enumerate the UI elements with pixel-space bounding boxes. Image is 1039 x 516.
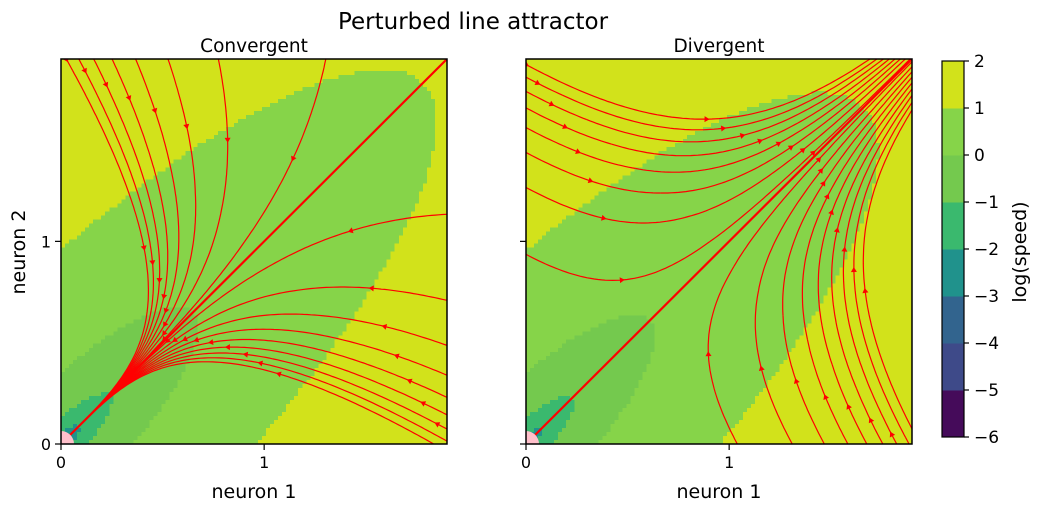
streamline (441, 438, 467, 452)
colorbar-segment (942, 202, 964, 249)
panel-title-divergent: Divergent (673, 36, 764, 57)
x-axis-label-convergent: neuron 1 (212, 481, 297, 503)
y-axis-label: neuron 2 (8, 210, 30, 295)
panel-divergent: Divergent neuron 1 0 1 (506, 36, 932, 503)
colorbar-segment (942, 390, 964, 437)
colorbar-tick-label: −4 (974, 334, 999, 354)
panel-title-convergent: Convergent (200, 36, 308, 57)
colorbar-tick-label: 2 (974, 52, 985, 72)
stream-arrow (449, 442, 455, 447)
y-tick-label: 1 (41, 232, 51, 251)
x-tick-label: 1 (724, 453, 734, 472)
colorbar-segment (942, 343, 964, 390)
colorbar-tick-label: −1 (974, 193, 999, 213)
x-tick-label: 0 (521, 453, 531, 472)
x-tick-label: 0 (56, 453, 66, 472)
colorbar-segment (942, 155, 964, 202)
y-tick-label: 0 (41, 435, 51, 454)
colorbar-tick-label: −6 (974, 428, 999, 448)
colorbar-tick-label: 1 (974, 99, 985, 119)
x-tick-label: 1 (259, 453, 269, 472)
colorbar-tick-label: 0 (974, 146, 985, 166)
figure-title: Perturbed line attractor (338, 9, 609, 35)
colorbar-segment (942, 108, 964, 155)
colorbar: log(speed) 2 1 0 −1 −2 −3 −4 −5 −6 (942, 52, 1031, 448)
colorbar-tick-label: −2 (974, 240, 999, 260)
colorbar-tick-label: −5 (974, 381, 999, 401)
panel-convergent: Convergent neuron 1 0 1 0 1 (41, 36, 467, 503)
colorbar-segment (942, 61, 964, 108)
x-axis-label-divergent: neuron 1 (677, 481, 762, 503)
colorbar-tick-label: −3 (974, 287, 999, 307)
colorbar-label: log(speed) (1009, 201, 1031, 302)
stream-arrow (910, 446, 915, 452)
colorbar-segment (942, 296, 964, 343)
colorbar-segment (942, 249, 964, 296)
